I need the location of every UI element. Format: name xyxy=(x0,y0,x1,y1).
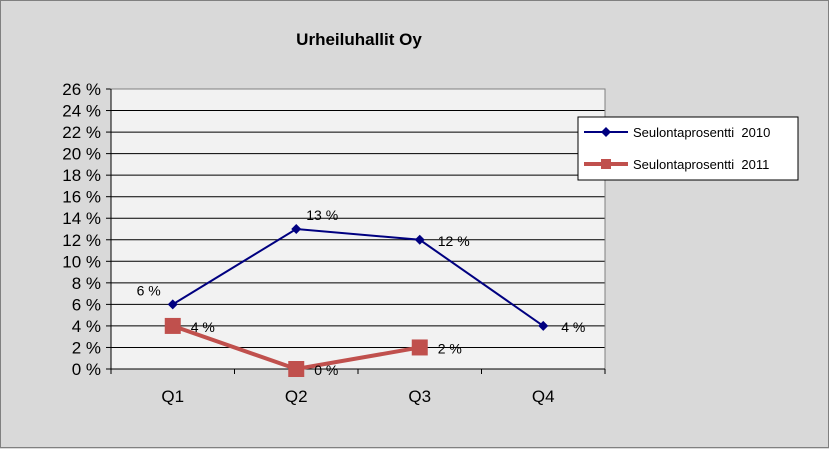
y-tick-label: 4 % xyxy=(72,317,101,336)
data-point xyxy=(411,339,428,356)
y-tick-label: 20 % xyxy=(62,145,101,164)
y-tick-label: 16 % xyxy=(62,188,101,207)
data-point xyxy=(538,320,549,331)
y-tick-label: 0 % xyxy=(72,360,101,379)
legend-label: Seulontaprosentti 2011 xyxy=(633,157,769,172)
data-point xyxy=(414,234,425,245)
data-label: 4 % xyxy=(561,319,585,335)
legend-box xyxy=(577,116,799,181)
data-label: 13 % xyxy=(306,207,338,223)
series-1 xyxy=(167,224,549,331)
chart-title: Urheiluhallit Oy xyxy=(296,30,422,49)
data-point xyxy=(288,361,305,377)
x-tick-label: Q2 xyxy=(285,387,308,406)
data-label: 12 % xyxy=(438,233,470,249)
x-tick-label: Q4 xyxy=(532,387,555,406)
legend-marker xyxy=(601,159,611,169)
plot-area xyxy=(111,89,605,369)
series xyxy=(164,224,549,377)
y-tick-label: 12 % xyxy=(62,231,101,250)
legend-label: Seulontaprosentti 2010 xyxy=(633,125,770,140)
data-label: 6 % xyxy=(137,282,161,298)
x-tick-label: Q1 xyxy=(161,387,184,406)
legend-item-1: Seulontaprosentti 2010 xyxy=(584,125,770,140)
y-tick-label: 24 % xyxy=(62,102,101,121)
legend-item-2: Seulontaprosentti 2011 xyxy=(584,157,769,172)
y-tick-label: 14 % xyxy=(62,209,101,228)
data-labels: 6 % 13 % 12 % 4 % 4 % 0 % 2 % xyxy=(137,207,586,378)
series-2 xyxy=(164,317,428,377)
y-tick-label: 18 % xyxy=(62,166,101,185)
axes: 0 % 2 % 4 % 6 % 8 % 10 % 12 % 14 % 16 % 18 % 20 % 2… xyxy=(62,80,606,406)
data-point xyxy=(291,224,302,234)
data-point xyxy=(167,299,178,310)
data-label: 2 % xyxy=(438,340,462,356)
y-tick-label: 22 % xyxy=(62,123,101,142)
y-tick-label: 26 % xyxy=(62,80,101,99)
data-point xyxy=(164,317,181,334)
y-tick-label: 8 % xyxy=(72,274,101,293)
data-label: 4 % xyxy=(191,319,215,335)
x-tick-label: Q3 xyxy=(408,387,431,406)
legend: Seulontaprosentti 2010 Seulontaprosentti … xyxy=(577,116,799,181)
y-tick-label: 2 % xyxy=(72,338,101,357)
y-tick-label: 10 % xyxy=(62,252,101,271)
y-tick-label: 6 % xyxy=(72,295,101,314)
legend-marker xyxy=(601,127,611,137)
data-label: 0 % xyxy=(314,362,338,378)
series-line xyxy=(172,227,544,327)
